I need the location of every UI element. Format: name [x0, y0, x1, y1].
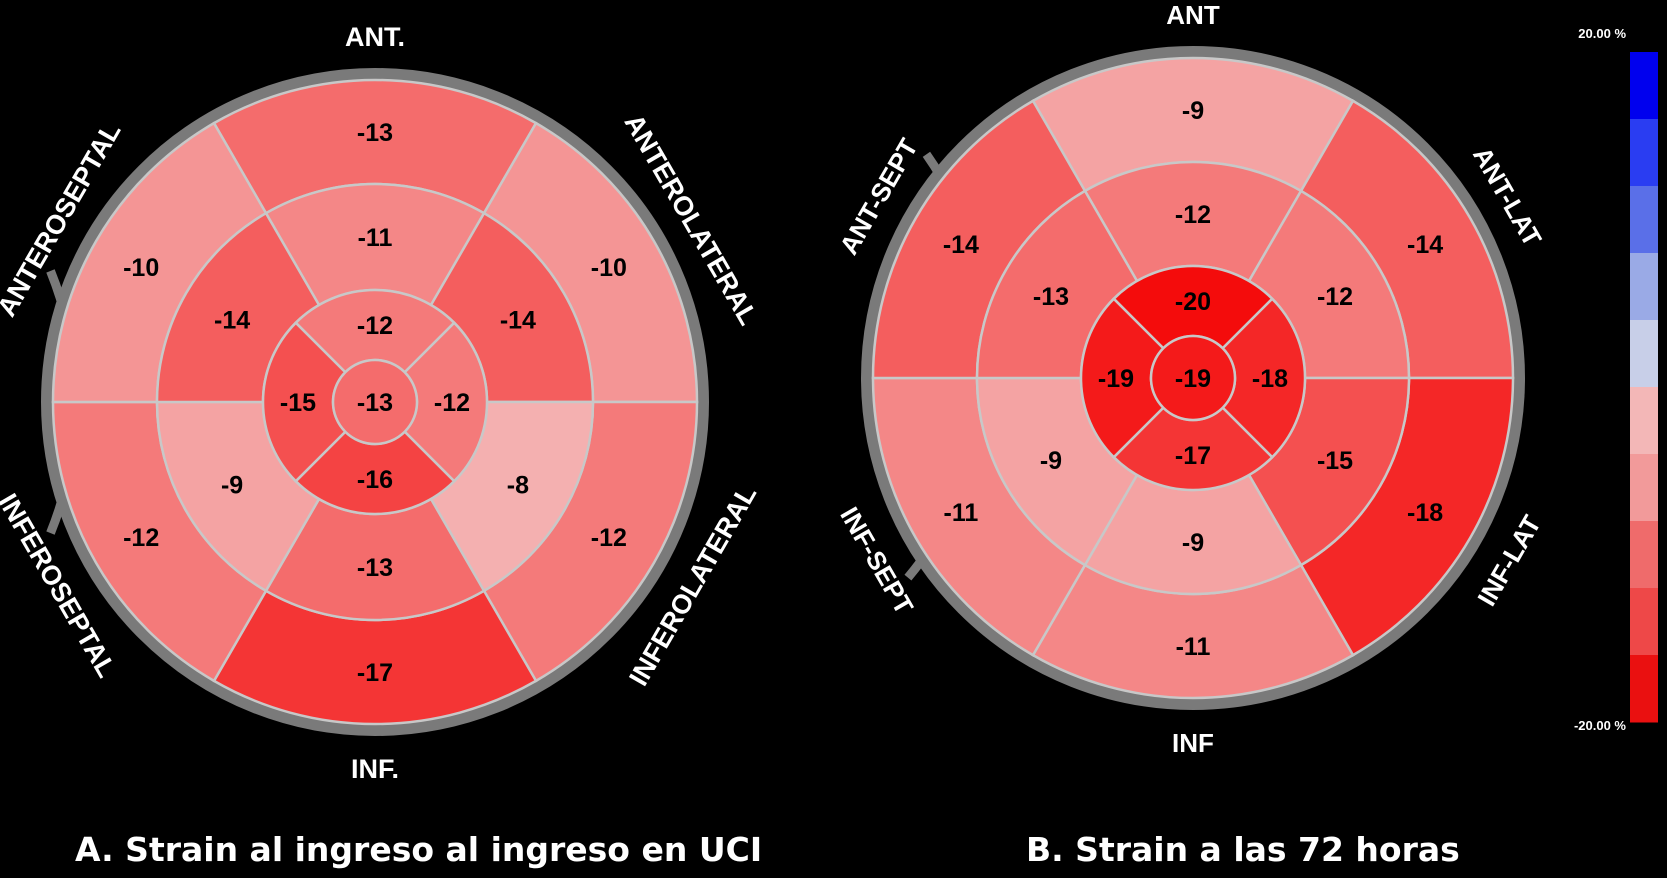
colorbar-max-label: 20.00 %: [1578, 26, 1626, 41]
panel-a-mid-anterior-value: -11: [358, 224, 393, 252]
panel-b-basal-anteroseptal-value: -14: [943, 231, 979, 259]
panel-b-basal-inferoseptal-value: -11: [944, 499, 979, 527]
panel-b-apical-septal-value: -19: [1098, 365, 1134, 393]
colorbar-min-label: -20.00 %: [1574, 718, 1626, 733]
panel-a-bullseye: -13 -10 -12 -17 -12 -10 -11 -14 -8 -13 -9 -14 -12 -12…: [0, 22, 764, 784]
colorbar-step: [1630, 521, 1658, 589]
panel-b-basal-anterolateral-value: -14: [1407, 231, 1443, 259]
colorbar-step: [1630, 655, 1658, 723]
panel-a-wall-label-inferior: INF.: [351, 754, 399, 784]
colorbar-step: [1630, 454, 1658, 522]
panel-a-apical-lateral-value: -12: [434, 389, 470, 417]
colorbar-step: [1630, 119, 1658, 187]
panel-a-apical-septal-value: -15: [280, 389, 316, 417]
panel-b-basal-inferior-value: -11: [1176, 633, 1211, 661]
panel-a-mid-inferoseptal-value: -9: [221, 472, 243, 500]
panel-a-basal-anterolateral-value: -10: [591, 254, 627, 282]
panel-b-outer-rim: [861, 46, 1525, 710]
panel-a-basal-anterior-value: -13: [357, 119, 393, 147]
panel-b-mid-inferior-value: -9: [1182, 529, 1204, 557]
panel-a-apical-anterior-value: -12: [357, 312, 393, 340]
panel-b-mid-anterior-value: -12: [1175, 201, 1211, 229]
colorbar-step: [1630, 52, 1658, 120]
panel-a-caption: A. Strain al ingreso al ingreso en UCI: [75, 830, 763, 869]
panel-a-wall-label-anterior: ANT.: [345, 22, 405, 52]
colorbar-step: [1630, 387, 1658, 455]
panel-a-mid-anteroseptal-value: -14: [214, 307, 250, 335]
panel-a-basal-inferolateral-value: -12: [591, 524, 627, 552]
panel-b-apex-value: -19: [1175, 365, 1211, 393]
panel-a-basal-anteroseptal-value: -10: [123, 254, 159, 282]
panel-a-outer-rim: [41, 68, 709, 736]
panel-b-apical-lateral-value: -18: [1252, 365, 1288, 393]
colorbar-step: [1630, 320, 1658, 388]
panel-b-mid-anteroseptal-value: -13: [1033, 283, 1069, 311]
panel-a-apex-value: -13: [357, 389, 393, 417]
colorbar-step: [1630, 186, 1658, 254]
panel-a-basal-inferior-value: -17: [357, 659, 393, 687]
panel-b-mid-anterolateral-value: -12: [1317, 283, 1353, 311]
panel-b-apex-segment: [1149, 334, 1237, 422]
panel-b-wall-label-inferior: INF: [1172, 728, 1214, 758]
panel-b-caption: B. Strain a las 72 horas: [1026, 830, 1460, 869]
panel-b-basal-inferolateral-value: -18: [1407, 499, 1443, 527]
panel-a-mid-inferior-value: -13: [357, 554, 393, 582]
panel-b-wall-label-anterior: ANT: [1166, 0, 1220, 30]
panel-a-basal-inferoseptal-value: -12: [123, 524, 159, 552]
panel-b-mid-inferoseptal-value: -9: [1040, 447, 1062, 475]
panel-a-apex-segment: [331, 358, 419, 446]
panel-a-mid-inferolateral-value: -8: [507, 472, 529, 500]
panel-b-apical-inferior-value: -17: [1175, 442, 1211, 470]
colorbar-step: [1630, 253, 1658, 321]
panel-b-bullseye: -9 -14 -18 -11 -11 -14 -12 -12 -15 -9 -9 -13 -20 -18 -…: [833, 0, 1547, 758]
panel-b-basal-anterior-value: -9: [1182, 97, 1204, 125]
panel-b-mid-inferolateral-value: -15: [1317, 447, 1353, 475]
panel-b-apical-anterior-value: -20: [1175, 288, 1211, 316]
colorbar-step: [1630, 588, 1658, 656]
panel-a-mid-anterolateral-value: -14: [500, 307, 536, 335]
panel-a-apical-inferior-value: -16: [357, 466, 393, 494]
strain-colorbar: 20.00 % -20.00 %: [1574, 26, 1658, 733]
